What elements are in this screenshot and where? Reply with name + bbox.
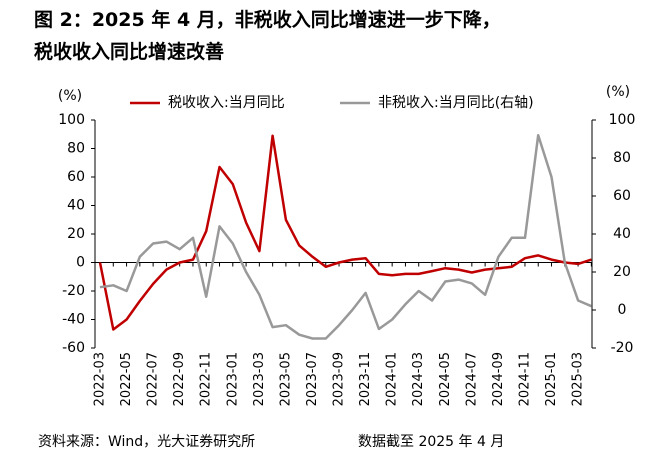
x-tick-label: 2023-01 <box>225 352 240 406</box>
x-tick-label: 2023-03 <box>252 352 267 406</box>
legend-label: 非税收入:当月同比(右轴) <box>378 95 534 111</box>
series-line <box>98 134 592 331</box>
y-tick-label: 80 <box>67 141 85 157</box>
y2-tick-label: 100 <box>609 112 636 128</box>
x-tick-label: 2024-11 <box>517 352 532 406</box>
x-tick-label: 2022-05 <box>119 352 134 406</box>
x-tick-label: 2022-07 <box>146 352 161 406</box>
y-tick-label: 0 <box>76 255 85 271</box>
y-axis-label: (%) <box>58 88 82 104</box>
x-tick-label: 2023-05 <box>278 352 293 406</box>
chart-title: 图 2：2025 年 4 月，非税收入同比增速进一步下降，税收收入同比增速改善 <box>34 8 501 63</box>
y2-tick-label: 40 <box>613 226 631 242</box>
y-tick-label: -40 <box>62 312 85 328</box>
y2-axis-label: (%) <box>606 84 630 100</box>
x-tick-label: 2025-01 <box>544 352 559 406</box>
x-tick-label: 2022-11 <box>199 352 214 406</box>
y-tick-label: -20 <box>62 283 85 299</box>
y2-tick-label: 0 <box>618 302 627 318</box>
x-tick-label: 2024-09 <box>491 352 506 406</box>
x-tick-label: 2025-03 <box>571 352 586 406</box>
source: 资料来源：Wind，光大证券研究所 <box>38 434 255 450</box>
note: 数据截至 2025 年 4 月 <box>358 434 504 450</box>
y-tick-label: 60 <box>67 169 85 185</box>
x-tick-label: 2022-09 <box>172 352 187 406</box>
x-tick-label: 2023-11 <box>358 352 373 406</box>
series-line <box>99 133 592 340</box>
y2-tick-label: 20 <box>613 264 631 280</box>
y-tick-label: 100 <box>58 112 85 128</box>
x-tick-label: 2024-01 <box>385 352 400 406</box>
x-tick-label: 2023-09 <box>332 352 347 406</box>
x-tick-label: 2023-07 <box>305 352 320 406</box>
x-tick-label: 2024-07 <box>464 352 479 406</box>
legend-label: 税收收入:当月同比 <box>168 95 285 111</box>
x-tick-label: 2024-03 <box>411 352 426 406</box>
y-tick-label: -60 <box>62 340 85 356</box>
y2-tick-label: 60 <box>613 188 631 204</box>
y-tick-label: 20 <box>67 226 85 242</box>
y-tick-label: 40 <box>67 198 85 214</box>
y2-tick-label: -20 <box>611 340 634 356</box>
x-tick-label: 2024-05 <box>438 352 453 406</box>
y2-tick-label: 80 <box>613 150 631 166</box>
x-tick-label: 2022-03 <box>93 352 108 406</box>
